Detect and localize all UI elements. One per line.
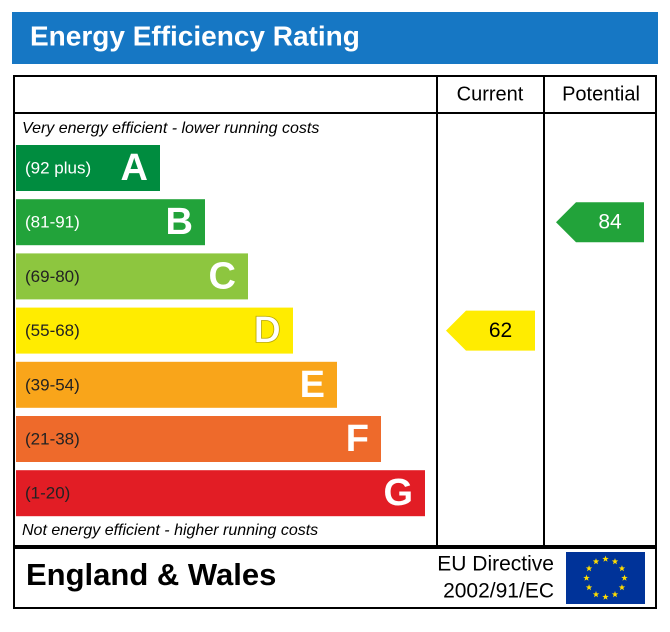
- eu-star: [618, 565, 626, 572]
- column-header: Potential: [562, 83, 640, 105]
- rating-band: [16, 307, 293, 354]
- bottom-note: Not energy efficient - higher running co…: [22, 522, 318, 539]
- band-letter: A: [121, 147, 148, 189]
- band-range: (21-38): [25, 429, 80, 448]
- main-frame: [13, 75, 657, 547]
- band-range: (69-80): [25, 267, 80, 286]
- rating-band: [16, 416, 381, 462]
- band-letter: B: [166, 201, 193, 243]
- band-letter: C: [209, 255, 236, 297]
- eu-star: [592, 558, 600, 565]
- eu-star: [583, 574, 590, 581]
- band-letter: G: [383, 472, 413, 514]
- column-header: Current: [457, 83, 524, 105]
- eu-star: [592, 591, 600, 598]
- region: England & Wales: [26, 557, 276, 592]
- eu-stars: [583, 555, 628, 600]
- band-range: (81-91): [25, 213, 80, 232]
- eu-star: [621, 574, 628, 581]
- band-range: (55-68): [25, 321, 80, 340]
- eu-star: [602, 593, 609, 600]
- band-letter: D: [254, 310, 281, 352]
- title: Energy Efficiency Rating: [30, 20, 360, 51]
- rating-band: [16, 253, 248, 300]
- potential-arrow: [556, 202, 644, 243]
- rating-band: [16, 470, 425, 517]
- directive-line: EU Directive: [437, 553, 554, 576]
- eu-star: [611, 591, 619, 598]
- eu-star: [618, 584, 626, 591]
- band-range: (39-54): [25, 375, 80, 394]
- footer-frame: [13, 547, 657, 609]
- rating-band: [16, 361, 337, 408]
- eu-star: [602, 555, 609, 562]
- potential-value: 84: [598, 211, 622, 234]
- eu-star: [585, 584, 593, 591]
- band-range: (92 plus): [25, 158, 91, 177]
- header-bar: [12, 12, 658, 64]
- directive-line: 2002/91/EC: [443, 580, 554, 603]
- eu-star: [611, 558, 619, 565]
- band-letter: F: [346, 418, 369, 460]
- eu-star: [585, 565, 593, 572]
- current-arrow: [446, 310, 535, 351]
- rating-band: [16, 199, 205, 246]
- rating-band: [16, 145, 160, 191]
- band-range: (1-20): [25, 484, 70, 503]
- band-letter: E: [300, 364, 325, 406]
- top-note: Very energy efficient - lower running co…: [22, 120, 319, 137]
- current-value: 62: [489, 319, 512, 342]
